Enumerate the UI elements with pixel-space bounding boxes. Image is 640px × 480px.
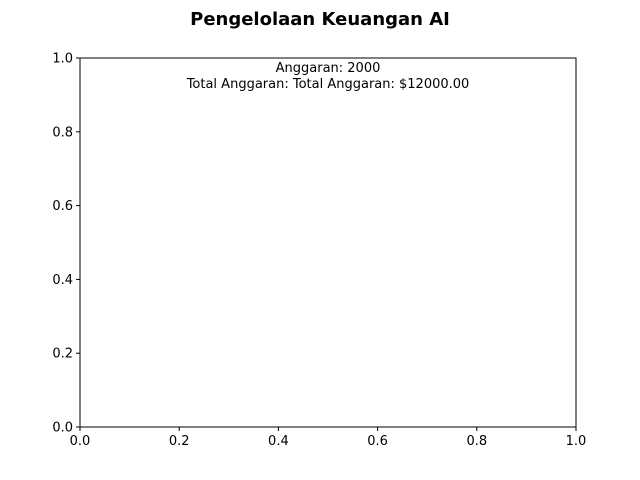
x-tick-label: 0.0	[70, 434, 91, 449]
y-tick-label: 0.6	[52, 199, 73, 214]
x-axis: 0.0 0.2 0.4 0.6 0.8 1.0	[70, 427, 587, 449]
x-tick-label: 0.8	[466, 434, 487, 449]
chart-title: Pengelolaan Keuangan AI	[190, 9, 450, 30]
plot-area	[79, 57, 577, 428]
y-tick-label: 0.0	[52, 421, 73, 436]
y-axis: 0.0 0.2 0.4 0.6 0.8 1.0	[52, 52, 80, 436]
x-tick-label: 1.0	[566, 434, 587, 449]
total-budget-annotation: Total Anggaran: Total Anggaran: $12000.0…	[186, 77, 470, 92]
x-tick-label: 0.6	[367, 434, 388, 449]
y-tick-label: 0.2	[52, 347, 73, 362]
x-tick-label: 0.2	[169, 434, 190, 449]
y-tick-label: 0.8	[52, 125, 73, 140]
y-tick-label: 1.0	[52, 52, 73, 67]
budget-annotation: Anggaran: 2000	[276, 61, 381, 76]
y-tick-label: 0.4	[52, 273, 73, 288]
x-tick-label: 0.4	[268, 434, 289, 449]
